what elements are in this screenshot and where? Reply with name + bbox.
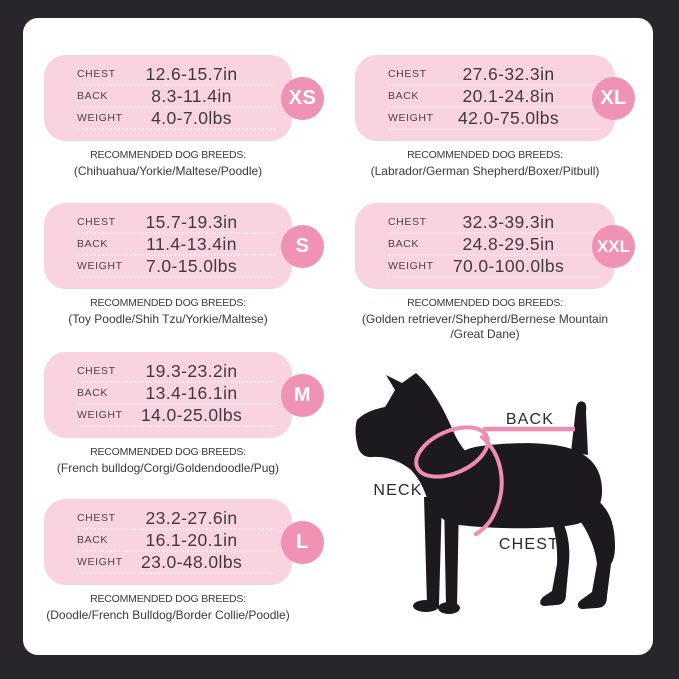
- breeds-block-m: RECOMMENDED DOG BREEDS: (French bulldog/…: [28, 445, 308, 476]
- diagram-chest-label: CHEST: [499, 536, 559, 553]
- weight-row: WEIGHT 4.0-7.0lbs: [77, 108, 276, 130]
- chest-label: CHEST: [388, 216, 427, 228]
- size-card-l: CHEST 23.2-27.6in BACK 16.1-20.1in WEIGH…: [44, 499, 292, 585]
- chest-label: CHEST: [77, 216, 116, 228]
- recommended-heading: RECOMMENDED DOG BREEDS:: [407, 297, 563, 309]
- chest-row: CHEST 12.6-15.7in: [77, 64, 276, 86]
- recommended-heading: RECOMMENDED DOG BREEDS:: [90, 297, 246, 309]
- size-group-xs: CHEST 12.6-15.7in BACK 8.3-11.4in WEIGHT…: [44, 55, 324, 178]
- size-card-xs: CHEST 12.6-15.7in BACK 8.3-11.4in WEIGHT…: [44, 55, 292, 141]
- weight-value: 42.0-75.0lbs: [457, 107, 560, 128]
- breed-list: (Toy Poodle/Shih Tzu/Yorkie/Maltese): [68, 312, 268, 326]
- back-row: BACK 20.1-24.8in: [388, 86, 599, 108]
- breed-list: (Labrador/German Shepherd/Boxer/Pitbull): [370, 164, 600, 178]
- back-row: BACK 11.4-13.4in: [77, 234, 276, 256]
- back-label: BACK: [388, 238, 419, 250]
- breed-list: (Chihuahua/Yorkie/Maltese/Poodle): [73, 164, 263, 178]
- back-value: 8.3-11.4in: [151, 85, 232, 106]
- back-row: BACK 13.4-16.1in: [77, 383, 276, 405]
- recommended-heading: RECOMMENDED DOG BREEDS:: [90, 149, 246, 161]
- weight-value: 7.0-15.0lbs: [146, 255, 237, 276]
- weight-row: WEIGHT 7.0-15.0lbs: [77, 256, 276, 278]
- chest-row: CHEST 23.2-27.6in: [77, 508, 276, 530]
- chest-value: 12.6-15.7in: [145, 63, 238, 84]
- weight-value: 70.0-100.0lbs: [452, 255, 565, 276]
- breed-list: (Doodle/French Bulldog/Border Collie/Poo…: [46, 608, 290, 622]
- recommended-heading: RECOMMENDED DOG BREEDS:: [90, 593, 246, 605]
- diagram-back-label: BACK: [506, 411, 554, 428]
- size-group-xl: CHEST 27.6-32.3in BACK 20.1-24.8in WEIGH…: [355, 55, 635, 178]
- size-card-xl: CHEST 27.6-32.3in BACK 20.1-24.8in WEIGH…: [355, 55, 615, 141]
- size-card-m: CHEST 19.3-23.2in BACK 13.4-16.1in WEIGH…: [44, 352, 292, 438]
- weight-label: WEIGHT: [77, 409, 123, 421]
- back-label: BACK: [77, 90, 108, 102]
- size-badge-xl: XL: [592, 77, 635, 120]
- back-value: 11.4-13.4in: [146, 233, 237, 254]
- recommended-heading: RECOMMENDED DOG BREEDS:: [90, 446, 246, 458]
- weight-value: 14.0-25.0lbs: [141, 404, 243, 425]
- chest-value: 27.6-32.3in: [462, 63, 555, 84]
- sizing-chart-panel: CHEST 12.6-15.7in BACK 8.3-11.4in WEIGHT…: [23, 18, 653, 655]
- size-badge-s: S: [281, 225, 324, 268]
- chest-row: CHEST 27.6-32.3in: [388, 64, 599, 86]
- back-row: BACK 16.1-20.1in: [77, 530, 276, 552]
- back-value: 13.4-16.1in: [145, 382, 238, 403]
- chest-measure-line: [474, 435, 504, 536]
- dog-measurement-diagram: BACK NECK CHEST: [355, 373, 615, 614]
- back-label: BACK: [77, 534, 108, 546]
- breed-list-line2: /Great Dane): [450, 327, 520, 341]
- size-badge-xxl: XXL: [592, 225, 635, 268]
- back-label: BACK: [388, 90, 419, 102]
- neck-measure-line: [414, 425, 490, 479]
- weight-value: 23.0-48.0lbs: [141, 551, 243, 572]
- chest-row: CHEST 32.3-39.3in: [388, 212, 599, 234]
- breeds-block-xl: RECOMMENDED DOG BREEDS: (Labrador/German…: [335, 148, 635, 179]
- size-group-l: CHEST 23.2-27.6in BACK 16.1-20.1in WEIGH…: [44, 499, 324, 622]
- back-label: BACK: [77, 238, 108, 250]
- chest-value: 19.3-23.2in: [145, 360, 238, 381]
- size-group-xxl: CHEST 32.3-39.3in BACK 24.8-29.5in WEIGH…: [355, 203, 635, 341]
- weight-label: WEIGHT: [388, 112, 434, 124]
- size-group-m: CHEST 19.3-23.2in BACK 13.4-16.1in WEIGH…: [44, 352, 324, 475]
- back-value: 24.8-29.5in: [462, 233, 555, 254]
- size-group-s: CHEST 15.7-19.3in BACK 11.4-13.4in WEIGH…: [44, 203, 324, 326]
- weight-label: WEIGHT: [77, 260, 123, 272]
- back-label: BACK: [77, 387, 108, 399]
- chest-label: CHEST: [77, 365, 116, 377]
- diagram-neck-label: NECK: [373, 482, 422, 499]
- chest-row: CHEST 19.3-23.2in: [77, 361, 276, 383]
- back-value: 16.1-20.1in: [145, 529, 238, 550]
- back-row: BACK 8.3-11.4in: [77, 86, 276, 108]
- size-badge-xs: XS: [281, 77, 324, 120]
- weight-label: WEIGHT: [388, 260, 434, 272]
- back-value: 20.1-24.8in: [462, 85, 555, 106]
- weight-value: 4.0-7.0lbs: [151, 107, 232, 128]
- chest-value: 32.3-39.3in: [462, 211, 555, 232]
- weight-label: WEIGHT: [77, 556, 123, 568]
- size-badge-l: L: [281, 521, 324, 564]
- breed-list: (Golden retriever/Shepherd/Bernese Mount…: [361, 312, 609, 326]
- weight-row: WEIGHT 14.0-25.0lbs: [77, 405, 276, 427]
- weight-label: WEIGHT: [77, 112, 123, 124]
- chest-label: CHEST: [388, 68, 427, 80]
- weight-row: WEIGHT 70.0-100.0lbs: [388, 256, 599, 278]
- chest-label: CHEST: [77, 68, 116, 80]
- weight-row: WEIGHT 42.0-75.0lbs: [388, 108, 599, 130]
- chest-value: 23.2-27.6in: [145, 507, 238, 528]
- chest-value: 15.7-19.3in: [145, 211, 238, 232]
- breeds-block-s: RECOMMENDED DOG BREEDS: (Toy Poodle/Shih…: [28, 296, 308, 327]
- size-card-xxl: CHEST 32.3-39.3in BACK 24.8-29.5in WEIGH…: [355, 203, 615, 289]
- breeds-block-l: RECOMMENDED DOG BREEDS: (Doodle/French B…: [28, 592, 308, 623]
- breed-list: (French bulldog/Corgi/Goldendoodle/Pug): [56, 461, 280, 475]
- breeds-block-xxl: RECOMMENDED DOG BREEDS: (Golden retrieve…: [335, 296, 635, 342]
- chest-row: CHEST 15.7-19.3in: [77, 212, 276, 234]
- size-badge-m: M: [281, 374, 324, 417]
- breeds-block-xs: RECOMMENDED DOG BREEDS: (Chihuahua/Yorki…: [28, 148, 308, 179]
- recommended-heading: RECOMMENDED DOG BREEDS:: [407, 149, 563, 161]
- weight-row: WEIGHT 23.0-48.0lbs: [77, 552, 276, 574]
- back-row: BACK 24.8-29.5in: [388, 234, 599, 256]
- chest-label: CHEST: [77, 512, 116, 524]
- size-card-s: CHEST 15.7-19.3in BACK 11.4-13.4in WEIGH…: [44, 203, 292, 289]
